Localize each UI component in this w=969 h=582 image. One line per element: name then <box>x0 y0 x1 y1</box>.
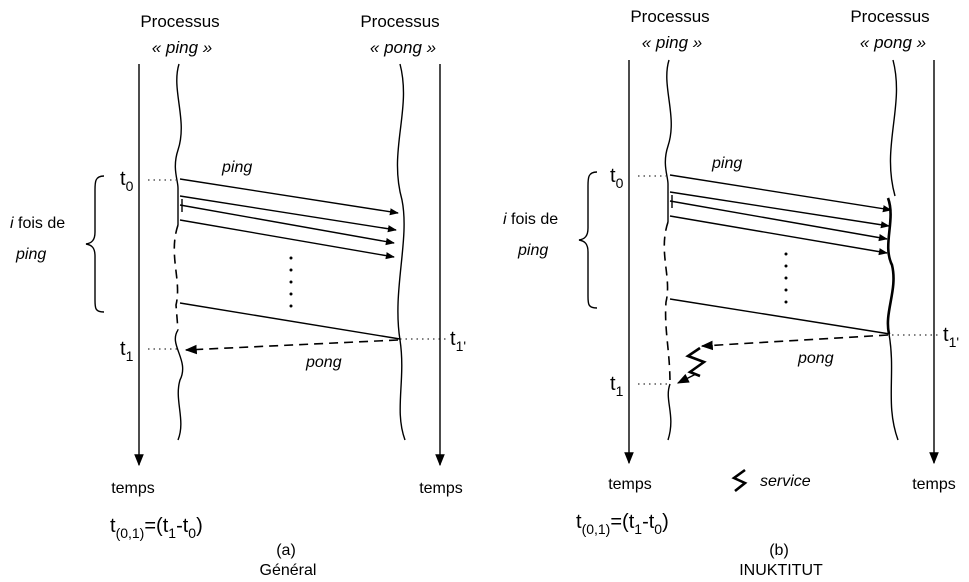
caption-letter-b: (b) <box>769 542 789 559</box>
time-label-left: temps <box>111 480 155 497</box>
panel-a: Processus « ping » Processus « pong » t0… <box>10 12 466 579</box>
ping-arrow-1 <box>179 178 399 216</box>
svg-text:t0: t0 <box>610 165 624 191</box>
latency-formula: t(0,1)=(t1-t0) <box>110 515 203 541</box>
pong-arrow <box>700 334 889 351</box>
svg-text:t0: t0 <box>120 168 134 194</box>
ping-arrow-last <box>179 302 401 340</box>
ping-process-line-dashed <box>663 221 671 385</box>
caption-letter-a: (a) <box>276 542 296 559</box>
service-legend-label: service <box>760 473 811 490</box>
ping-process-line <box>664 59 672 222</box>
time-label-right: temps <box>912 476 956 493</box>
ping-label: ping <box>221 159 252 176</box>
ping-label: ping <box>711 155 742 172</box>
pong-label: pong <box>797 350 834 367</box>
t1-prime-label: t1' <box>450 328 466 354</box>
service-arrow <box>676 373 697 384</box>
t0-label: t0 <box>610 165 624 191</box>
pong-process-name: « pong » <box>370 38 436 57</box>
pong-process-line <box>396 63 406 441</box>
service-squiggle <box>685 346 707 378</box>
pong-process-line <box>889 59 898 197</box>
t1-label: t1 <box>610 373 624 399</box>
pong-process-title: Processus <box>850 7 929 26</box>
caption-text-b: INUKTITUT <box>739 562 823 579</box>
ping-arrow-1 <box>669 174 892 213</box>
ping-arrow-4 <box>179 219 395 260</box>
t1-prime-label: t1' <box>943 324 959 350</box>
ping-process-name: « ping » <box>152 38 213 57</box>
ping-arrow-3 <box>179 204 395 246</box>
ellipsis-dots <box>289 256 293 308</box>
pong-process-name: « pong » <box>860 33 926 52</box>
pong-label: pong <box>305 354 342 371</box>
pong-service-line <box>886 197 895 335</box>
repeat-brace <box>85 175 105 313</box>
ping-arrow-4 <box>669 215 888 256</box>
latency-formula: t(0,1)=(t1-t0) <box>576 511 669 537</box>
svg-text:t(0,1)=(t1-t0): t(0,1)=(t1-t0) <box>110 515 203 541</box>
pong-process-title: Processus <box>360 12 439 31</box>
time-label-left: temps <box>608 476 652 493</box>
service-legend-icon <box>731 468 748 493</box>
ping-process-line-lower <box>667 383 672 441</box>
t0-label: t0 <box>120 168 134 194</box>
pong-arrow <box>184 339 399 355</box>
pong-process-line-lower <box>888 333 899 441</box>
ping-arrow-2 <box>669 191 890 229</box>
svg-text:t1: t1 <box>610 373 624 399</box>
repeat-label-line1: i fois de <box>503 211 558 228</box>
caption-text-a: Général <box>260 562 317 579</box>
ellipsis-dots <box>784 252 788 304</box>
ping-arrow-last <box>669 298 891 335</box>
ping-arrow-3 <box>669 200 888 242</box>
ping-process-title: Processus <box>140 12 219 31</box>
repeat-label-line2: ping <box>15 246 46 263</box>
repeat-label-line2: ping <box>517 242 548 259</box>
ping-process-name: « ping » <box>642 33 703 52</box>
panel-b: Processus « ping » Processus « pong » t0… <box>503 7 959 579</box>
svg-text:t1': t1' <box>943 324 959 350</box>
t1-label: t1 <box>120 338 134 364</box>
svg-text:t1': t1' <box>450 328 466 354</box>
repeat-brace <box>578 171 598 309</box>
ping-process-line <box>174 63 182 225</box>
ping-arrow-2 <box>179 195 397 233</box>
ping-process-title: Processus <box>630 7 709 26</box>
repeat-label-line1: i fois de <box>10 215 65 232</box>
ping-process-line-dashed <box>173 224 179 331</box>
svg-text:t(0,1)=(t1-t0): t(0,1)=(t1-t0) <box>576 511 669 537</box>
time-label-right: temps <box>419 480 463 497</box>
svg-text:t1: t1 <box>120 338 134 364</box>
ping-process-line-lower <box>174 329 184 441</box>
